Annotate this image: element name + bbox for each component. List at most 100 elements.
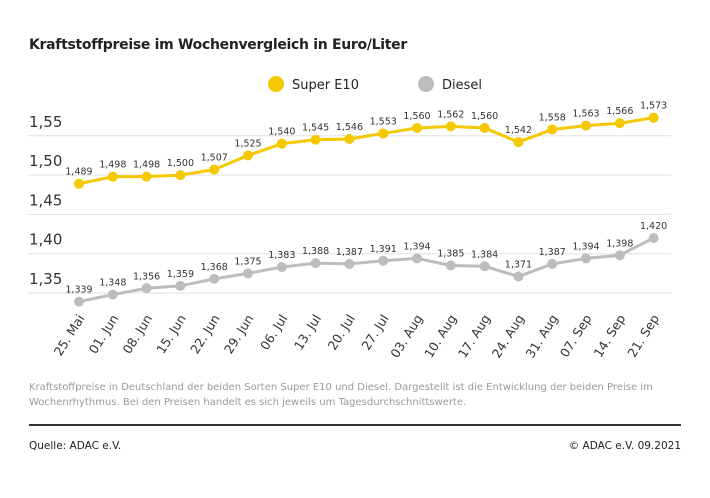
- data-point: [141, 171, 152, 182]
- x-tick-label: 14. Sep: [590, 312, 628, 360]
- legend-label: Super E10: [292, 78, 359, 93]
- data-point: [412, 253, 422, 264]
- x-tick-label: 03. Aug: [387, 312, 425, 361]
- data-label: 1,546: [336, 122, 363, 133]
- data-point: [479, 261, 490, 272]
- data-point: [243, 268, 253, 279]
- data-point: [107, 289, 118, 300]
- data-point: [141, 283, 152, 294]
- data-label: 1,375: [234, 256, 261, 267]
- series-line: [78, 236, 655, 304]
- data-label: 1,384: [471, 249, 498, 260]
- y-tick-label: 1,55: [29, 113, 62, 131]
- data-point: [547, 124, 558, 135]
- data-label: 1,507: [201, 153, 228, 164]
- data-point: [412, 122, 422, 133]
- data-point: [378, 128, 389, 139]
- y-tick-label: 1,40: [29, 231, 62, 249]
- data-label: 1,339: [65, 285, 92, 296]
- x-tick-label: 20. Jul: [325, 312, 358, 353]
- data-point: [614, 250, 625, 261]
- data-label: 1,385: [437, 248, 464, 259]
- data-label: 1,489: [65, 167, 92, 178]
- data-label: 1,394: [572, 241, 599, 252]
- data-label: 1,398: [606, 238, 633, 249]
- y-tick-label: 1,45: [29, 191, 62, 209]
- data-point: [276, 138, 287, 149]
- series-line: [78, 116, 654, 186]
- data-point: [209, 273, 220, 284]
- data-point: [344, 258, 355, 269]
- source-text: Quelle: ADAC e.V.: [29, 440, 122, 452]
- data-label: 1,368: [201, 262, 228, 273]
- data-label: 1,563: [572, 109, 599, 120]
- data-label: 1,387: [336, 247, 363, 258]
- data-point: [107, 171, 118, 182]
- divider: [29, 424, 681, 426]
- legend-marker: [268, 76, 284, 92]
- data-label: 1,394: [403, 241, 430, 252]
- data-point: [175, 170, 186, 181]
- chart-note: Kraftstoffpreise in Deutschland der beid…: [29, 382, 653, 408]
- data-label: 1,545: [302, 123, 329, 134]
- x-tick-label: 21. Sep: [624, 312, 662, 360]
- x-tick-label: 01. Jun: [86, 312, 122, 357]
- data-point: [445, 260, 456, 271]
- data-label: 1,383: [268, 250, 295, 261]
- data-point: [74, 178, 84, 189]
- x-tick-label: 08. Jun: [119, 312, 155, 357]
- data-point: [479, 122, 490, 133]
- y-tick-label: 1,50: [29, 152, 62, 170]
- copyright-text: © ADAC e.V. 09.2021: [568, 440, 681, 452]
- x-tick-label: 22. Jun: [187, 312, 223, 357]
- legend-marker: [418, 76, 434, 92]
- x-tick-label: 10. Aug: [421, 312, 459, 361]
- x-tick-label: 31. Aug: [522, 312, 560, 361]
- data-point: [175, 280, 186, 291]
- y-tick-label: 1,35: [29, 270, 62, 288]
- data-label: 1,356: [133, 271, 160, 282]
- data-point: [310, 258, 321, 269]
- data-label: 1,542: [505, 125, 532, 136]
- legend-label: Diesel: [442, 78, 482, 93]
- data-point: [344, 133, 355, 144]
- data-label: 1,359: [167, 269, 194, 280]
- data-point: [310, 134, 321, 145]
- line-chart: 1,35 1,40 1,45 1,50 1,55 Super E10 Diesel 1,489…: [28, 76, 671, 361]
- x-tick-label: 15. Jun: [153, 312, 189, 357]
- x-tick-label: 06. Jul: [257, 312, 290, 353]
- x-tick-label: 27. Jul: [358, 312, 391, 353]
- data-label: 1,391: [370, 244, 397, 255]
- data-label: 1,553: [370, 116, 397, 127]
- data-point: [513, 271, 524, 282]
- data-point: [243, 150, 253, 161]
- data-label: 1,560: [403, 111, 430, 122]
- data-point: [74, 296, 84, 307]
- x-tick-label: 25. Mai: [51, 312, 88, 359]
- data-point: [513, 137, 524, 148]
- x-tick-label: 17. Aug: [455, 312, 493, 361]
- data-label: 1,371: [505, 259, 532, 270]
- x-tick-label: 24. Aug: [489, 312, 527, 361]
- data-point: [648, 232, 659, 243]
- data-point: [445, 121, 456, 132]
- data-point: [378, 255, 389, 266]
- data-label: 1,498: [133, 160, 160, 171]
- data-label: 1,387: [539, 247, 566, 258]
- data-point: [614, 118, 625, 129]
- data-label: 1,500: [167, 158, 194, 169]
- data-label: 1,573: [640, 101, 667, 112]
- data-label: 1,498: [99, 160, 126, 171]
- x-tick-label: 13. Jul: [291, 312, 324, 353]
- data-label: 1,562: [437, 109, 464, 120]
- data-label: 1,540: [268, 127, 295, 138]
- data-point: [547, 258, 558, 269]
- x-tick-label: 07. Sep: [557, 312, 595, 360]
- data-point: [209, 164, 220, 175]
- data-point: [581, 253, 591, 264]
- data-label: 1,566: [606, 106, 633, 117]
- data-label: 1,560: [471, 111, 498, 122]
- chart-title: Kraftstoffpreise im Wochenvergleich in E…: [29, 37, 407, 53]
- data-point: [276, 262, 287, 273]
- x-tick-label: 29. Jun: [221, 312, 257, 357]
